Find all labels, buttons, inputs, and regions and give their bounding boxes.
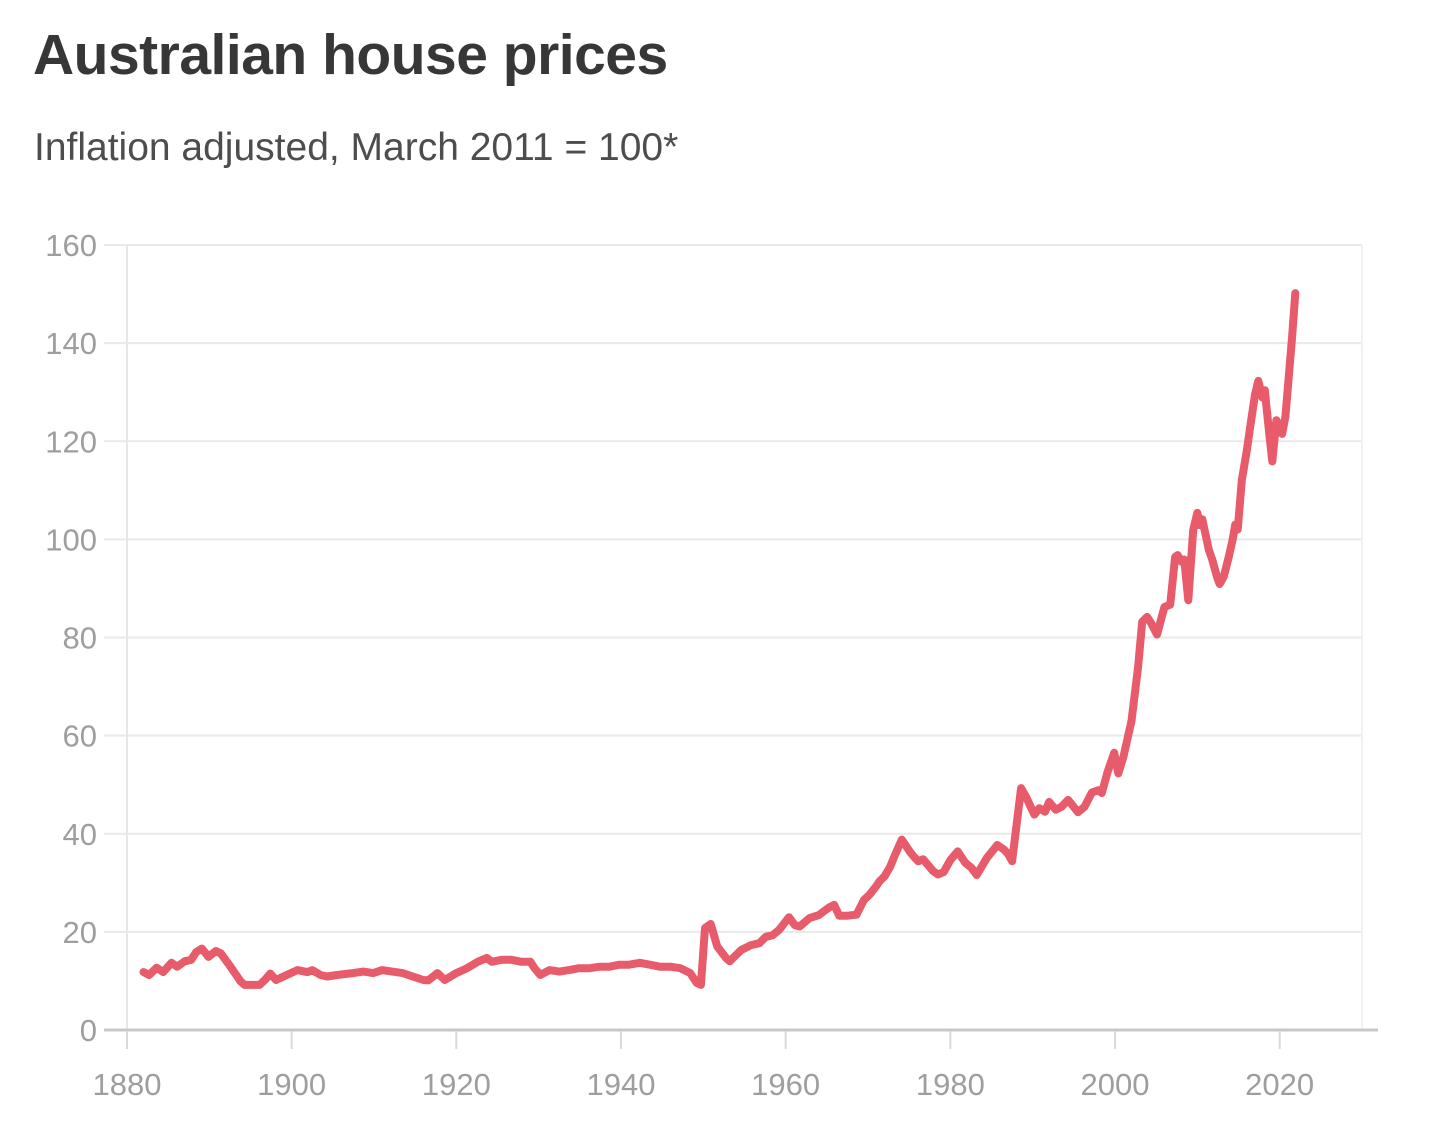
y-tick-label: 100: [45, 522, 97, 557]
x-tick-label: 2020: [1245, 1067, 1314, 1102]
y-tick-label: 60: [63, 719, 97, 754]
y-gridlines: [104, 244, 1362, 933]
x-tick-label: 1900: [257, 1067, 326, 1102]
y-tick-label: 80: [63, 621, 97, 656]
y-tick-label: 20: [63, 915, 97, 950]
y-tick-label: 40: [63, 817, 97, 852]
price-line: [139, 289, 1300, 989]
y-tick-label: 160: [45, 228, 97, 263]
y-tick-label: 0: [80, 1013, 97, 1048]
y-tick-label: 140: [45, 326, 97, 361]
chart-subtitle: Inflation adjusted, March 2011 = 100*: [34, 126, 679, 169]
x-ticks: [126, 1031, 1281, 1049]
y-tick-label: 120: [45, 424, 97, 459]
x-tick-label: 1960: [751, 1067, 820, 1102]
x-tick-labels: 1880 1900 1920 1940 1960 1980 2000 2020: [93, 1067, 1315, 1102]
y-tick-labels: 0 20 40 60 80 100 120 140 160: [45, 228, 97, 1048]
x-tick-label: 1980: [916, 1067, 985, 1102]
house-price-line-chart: 0 20 40 60 80 100 120 140 160 1880 1900 1920 1940 196…: [45, 228, 1378, 1102]
x-tick-label: 2000: [1081, 1067, 1150, 1102]
x-tick-label: 1880: [93, 1067, 162, 1102]
x-tick-label: 1940: [587, 1067, 656, 1102]
x-tick-label: 1920: [422, 1067, 491, 1102]
chart-title: Australian house prices: [33, 23, 668, 87]
